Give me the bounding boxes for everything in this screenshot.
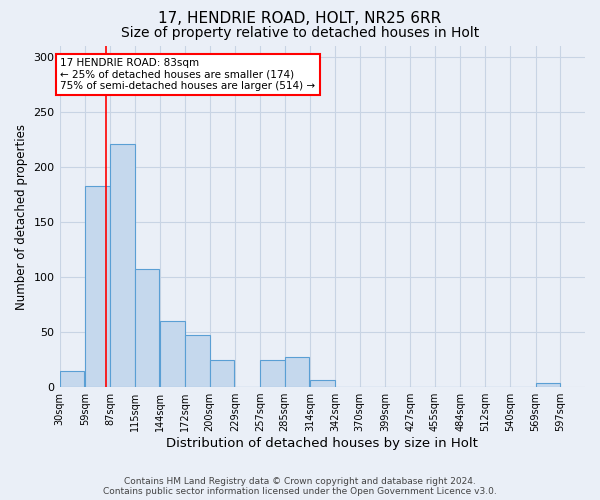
Y-axis label: Number of detached properties: Number of detached properties [15, 124, 28, 310]
Bar [110, 144, 134, 387]
Text: 17, HENDRIE ROAD, HOLT, NR25 6RR: 17, HENDRIE ROAD, HOLT, NR25 6RR [158, 11, 442, 26]
X-axis label: Distribution of detached houses by size in Holt: Distribution of detached houses by size … [166, 437, 478, 450]
Bar [310, 380, 335, 387]
Bar [260, 360, 285, 387]
Text: Size of property relative to detached houses in Holt: Size of property relative to detached ho… [121, 26, 479, 40]
Bar [134, 270, 160, 387]
Bar [59, 370, 84, 387]
Bar [160, 321, 185, 387]
Text: Contains HM Land Registry data © Crown copyright and database right 2024.
Contai: Contains HM Land Registry data © Crown c… [103, 476, 497, 496]
Bar [85, 186, 110, 387]
Bar [185, 336, 209, 387]
Bar [209, 360, 235, 387]
Text: 17 HENDRIE ROAD: 83sqm
← 25% of detached houses are smaller (174)
75% of semi-de: 17 HENDRIE ROAD: 83sqm ← 25% of detached… [61, 58, 316, 91]
Bar [536, 382, 560, 387]
Bar [285, 358, 310, 387]
